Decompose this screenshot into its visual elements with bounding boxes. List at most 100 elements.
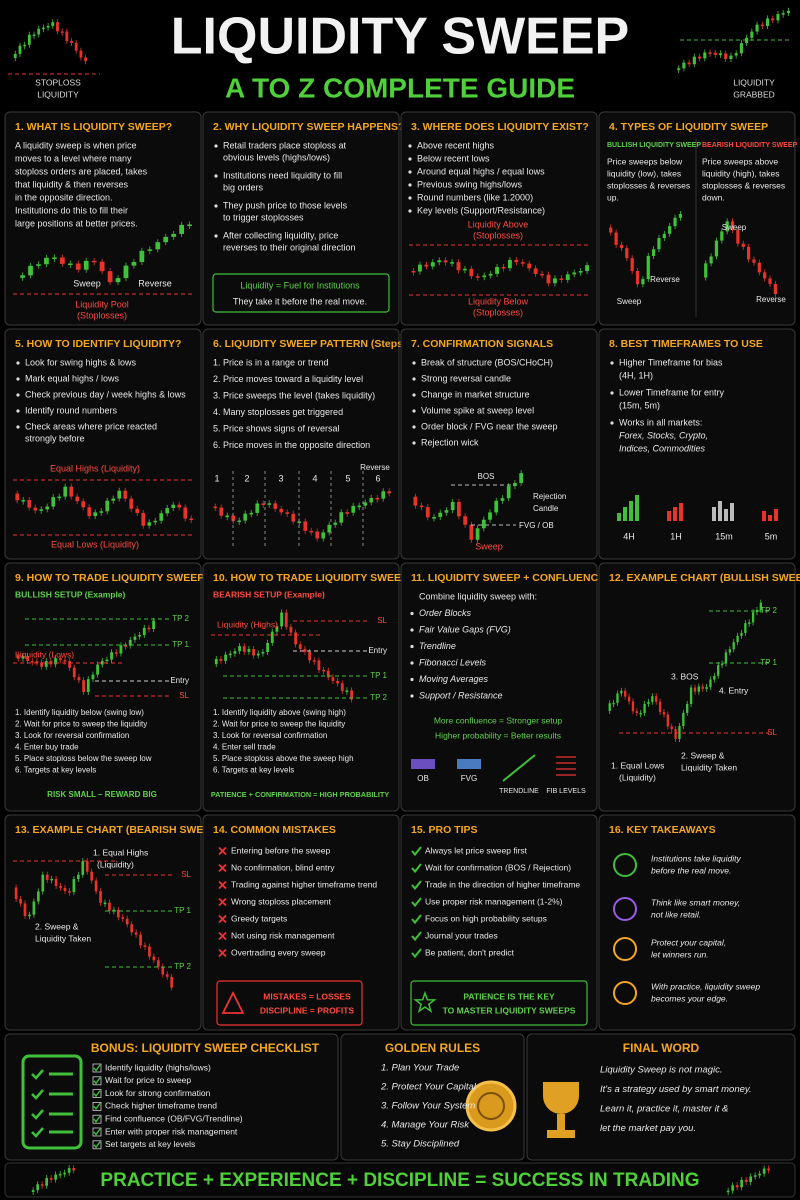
candle-body [91, 674, 95, 680]
candle-body [657, 238, 661, 250]
panel-label: Price sweeps below [607, 156, 683, 166]
candle-body [285, 512, 289, 514]
candle-body [559, 278, 564, 280]
bottom-line: let the market pay you. [600, 1123, 696, 1134]
candle-body [159, 513, 163, 521]
candle-body [13, 53, 17, 58]
candle-body [708, 52, 712, 54]
panel-label: BULLISH LIQUIDITY SWEEP [607, 142, 701, 149]
candle-body [171, 504, 175, 509]
candle-body [620, 690, 623, 694]
panel-line: Mark equal highs / lows [25, 373, 120, 383]
candle-body [60, 31, 64, 33]
panel-label: (Stoplosses) [473, 307, 523, 317]
panel-line: Fair Value Gaps (FVG) [419, 624, 511, 634]
candle-body [725, 221, 729, 232]
panel-line: 1. Identify liquidity below (swing low) [15, 708, 144, 717]
candle-body [333, 522, 337, 525]
candle-body [219, 507, 223, 516]
candle-body [565, 274, 570, 280]
timeframe-icon [724, 509, 728, 521]
panel-label: They take it before the real move. [233, 296, 367, 306]
panel-line: 5. Price shows signs of reversal [213, 423, 340, 433]
candle-body [171, 233, 177, 237]
candle-body [238, 646, 241, 652]
cross-icon [218, 948, 227, 958]
candle-body [527, 263, 532, 269]
panel-label: Reverse [360, 463, 390, 472]
candle-body [686, 703, 689, 713]
panel-line: Fibonacci Levels [419, 657, 487, 667]
panel-title: 14. COMMON MISTAKES [213, 824, 336, 836]
panel [400, 111, 598, 326]
panel-line: Previous swing highs/lows [417, 179, 523, 189]
candle-body [189, 518, 193, 521]
panel-line: Order Blocks [419, 608, 472, 618]
trendline-icon [502, 754, 536, 782]
takeaway-icon [613, 853, 637, 877]
candle-body [450, 501, 455, 511]
candle-body [506, 486, 511, 499]
check-icon [411, 897, 422, 908]
candle-body [105, 659, 109, 662]
candle-body [261, 651, 265, 654]
panel-label: Reverse [650, 275, 680, 284]
candle-body [26, 655, 29, 662]
candle-body [142, 627, 146, 635]
candle-body [720, 231, 724, 241]
timeframe-icon [635, 495, 639, 521]
panel-line: Indices, Commodities [619, 443, 706, 453]
candle-body [432, 517, 436, 519]
candle-body [75, 496, 79, 502]
candle-body [56, 22, 59, 32]
candle-body [242, 646, 246, 652]
candle-body [450, 262, 454, 264]
panel-line: 2. Price moves toward a liquidity level [213, 374, 363, 384]
panel-label: becomes your edge. [651, 993, 728, 1003]
candle-body [165, 508, 169, 514]
panel-line: that liquidity & then reverses [15, 179, 129, 189]
candle-body [280, 612, 283, 627]
panel-label: stoplosses & reverses [607, 180, 690, 190]
panel-label: TP 1 [760, 658, 777, 667]
candle-body [231, 515, 235, 521]
candle-body [261, 503, 265, 506]
panel-title: 13. EXAMPLE CHART (BEARISH SWEEP) [15, 824, 221, 836]
candle-body [279, 508, 283, 513]
candle-body [709, 256, 713, 264]
candle-body [228, 653, 232, 656]
panel-line: Not using risk management [231, 930, 335, 940]
panel-label: Protect your capital, [651, 937, 726, 947]
panel-label: Reverse [756, 295, 786, 304]
candle-body [147, 627, 151, 630]
panel-label: PATIENCE IS THE KEY [463, 991, 555, 1001]
check-icon [93, 1115, 101, 1123]
panel-label: Liquidity (Highs) [217, 619, 278, 629]
candle-body [68, 661, 71, 668]
candle-body [152, 620, 155, 629]
bullet [408, 209, 412, 213]
candle-body [72, 1168, 75, 1171]
candle-body [758, 1173, 761, 1176]
candle-body [84, 57, 87, 62]
bottom-panel [4, 1033, 339, 1161]
candle-body [666, 714, 669, 727]
candle-body [411, 271, 416, 273]
bottom-line: It's a strategy used by smart money. [600, 1084, 752, 1095]
panel-label: 1. Equal Highs [93, 847, 148, 857]
panel-label: Sweep [617, 297, 642, 306]
candle-body [508, 259, 512, 269]
candle-body [121, 917, 125, 919]
panel-label: Liquidity Taken [35, 933, 91, 943]
candle-body [608, 703, 611, 711]
panel-label: Higher probability = Better results [435, 730, 561, 740]
panel-label: SL [767, 728, 777, 737]
candle-body [37, 28, 41, 35]
candle-body [67, 263, 73, 266]
candle-body [87, 507, 91, 517]
candle-body [100, 660, 104, 665]
candle-body [65, 31, 69, 42]
candle-body [81, 861, 85, 875]
candle-body [45, 874, 49, 880]
timeframe-icon [774, 509, 778, 521]
